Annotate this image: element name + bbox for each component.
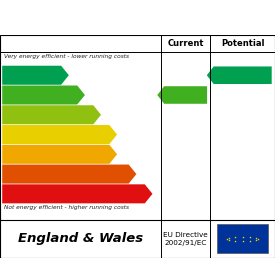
Polygon shape: [207, 67, 272, 84]
Text: Very energy efficient - lower running costs: Very energy efficient - lower running co…: [4, 54, 129, 59]
Text: (39-54): (39-54): [6, 152, 31, 157]
Text: A: A: [62, 70, 70, 80]
Polygon shape: [2, 105, 101, 124]
Polygon shape: [2, 145, 117, 164]
Text: G: G: [145, 189, 154, 199]
Text: Potential: Potential: [221, 39, 265, 48]
Text: England & Wales: England & Wales: [18, 232, 143, 245]
Polygon shape: [2, 85, 85, 104]
Text: (81-91): (81-91): [6, 93, 31, 98]
Text: Not energy efficient - higher running costs: Not energy efficient - higher running co…: [4, 205, 129, 210]
Text: Energy Efficiency Rating: Energy Efficiency Rating: [36, 10, 239, 25]
Text: (92 plus): (92 plus): [6, 73, 36, 78]
FancyBboxPatch shape: [217, 224, 268, 253]
Polygon shape: [2, 125, 117, 144]
Polygon shape: [2, 184, 152, 203]
Text: (1-20): (1-20): [6, 191, 27, 196]
Text: (69-80): (69-80): [6, 112, 31, 117]
Text: (55-68): (55-68): [6, 132, 31, 137]
Text: C: C: [94, 110, 101, 120]
Text: E: E: [110, 149, 117, 159]
Polygon shape: [2, 165, 136, 184]
Text: B: B: [78, 90, 86, 100]
Text: Current: Current: [167, 39, 204, 48]
Text: (21-38): (21-38): [6, 172, 31, 176]
Text: 86: 86: [178, 90, 193, 100]
Text: D: D: [110, 130, 119, 140]
Text: EU Directive
2002/91/EC: EU Directive 2002/91/EC: [163, 232, 208, 246]
Text: 94: 94: [235, 70, 251, 80]
Text: F: F: [129, 169, 136, 179]
Polygon shape: [2, 66, 69, 85]
Polygon shape: [157, 86, 207, 104]
